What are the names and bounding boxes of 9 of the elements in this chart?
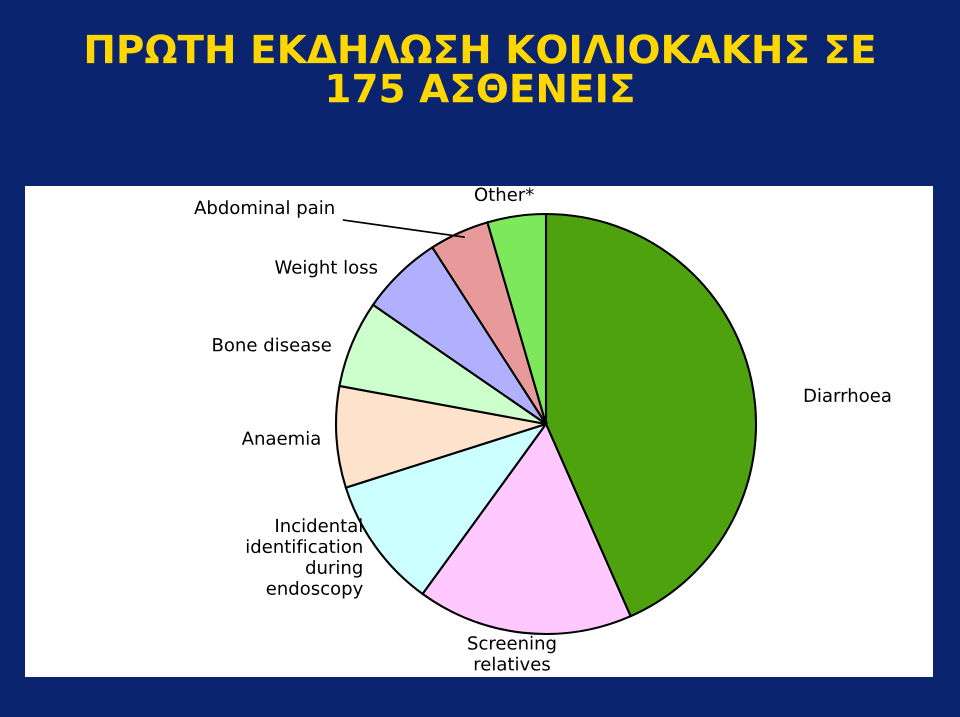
slice-label: Incidental identification during endoscopy [246,518,363,598]
chart-title: ΠΡΩΤΗ ΕΚΔΗΛΩΣΗ ΚΟΙΛΙΟΚΑΚΗΣ ΣΕ 175 ΑΣΘΕΝΕΙΣ [86,34,874,103]
slice-label: Weight loss [275,260,378,278]
slice-label: Diarrhoea [804,388,890,402]
slice-label: Bone disease [213,338,331,352]
slice-label: Abdominal pain [194,200,334,218]
slice-label: Screening relatives [468,636,556,671]
slice-label: Anaemia [242,431,320,445]
slice-label: Other* [474,187,534,202]
